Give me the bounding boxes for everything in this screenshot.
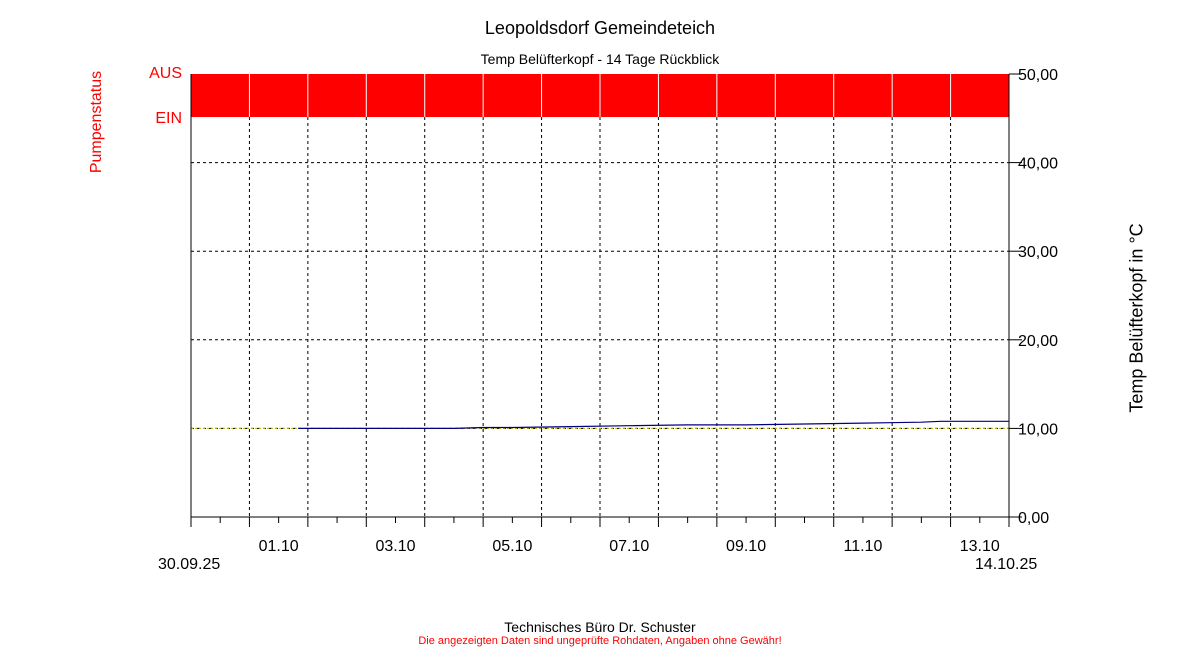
status-block	[249, 74, 308, 117]
y-tick-label: 40,00	[1018, 156, 1058, 173]
x-tick-label: 03.10	[375, 538, 415, 555]
pump-status-axis-title: Pumpenstatus	[88, 70, 105, 174]
x-end-date-label: 14.10.25	[975, 556, 1038, 573]
footer-disclaimer: Die angezeigten Daten sind ungeprüfte Ro…	[418, 635, 782, 647]
pump-status-band	[191, 74, 1009, 117]
series-layer	[298, 420, 1009, 429]
status-block	[191, 74, 250, 117]
x-tick-label: 05.10	[492, 538, 532, 555]
y-tick-label: 10,00	[1018, 421, 1058, 438]
chart-title: Leopoldsdorf Gemeindeteich	[484, 18, 716, 38]
temperature-series-line	[298, 420, 1009, 429]
x-start-date-label: 30.09.25	[158, 556, 221, 573]
y-tick-label: 0,00	[1018, 510, 1049, 527]
chart-subtitle: Temp Belüfterkopf - 14 Tage Rückblick	[480, 51, 720, 67]
status-block	[950, 74, 1009, 117]
footer-credit: Technisches Büro Dr. Schuster	[504, 619, 696, 635]
status-block	[716, 74, 776, 117]
status-block	[775, 74, 834, 117]
y-tick-label: 50,00	[1018, 67, 1058, 84]
status-on-label: EIN	[155, 110, 182, 127]
x-tick-label: 01.10	[259, 538, 299, 555]
status-block	[541, 74, 600, 117]
grid-lines	[191, 117, 1009, 517]
status-block	[658, 74, 717, 117]
status-block	[366, 74, 425, 117]
x-tick-label: 11.10	[843, 538, 882, 555]
axes: 01.10 03.10 05.10 07.10 09.10 11.10 13.10 0,00 1…	[190, 67, 1058, 555]
status-block	[892, 74, 951, 117]
status-block	[424, 74, 484, 117]
status-block	[600, 74, 659, 117]
y-tick-label: 20,00	[1018, 333, 1058, 350]
x-tick-label: 09.10	[726, 538, 766, 555]
y-axis-title: Temp Belüfterkopf in °C	[1126, 223, 1147, 413]
x-tick-label: 07.10	[609, 538, 649, 555]
status-block	[307, 74, 367, 117]
x-tick-label: 13.10	[960, 538, 1000, 555]
status-block	[833, 74, 893, 117]
y-tick-label: 30,00	[1018, 244, 1058, 261]
status-block	[483, 74, 542, 117]
status-off-label: AUS	[149, 65, 182, 82]
